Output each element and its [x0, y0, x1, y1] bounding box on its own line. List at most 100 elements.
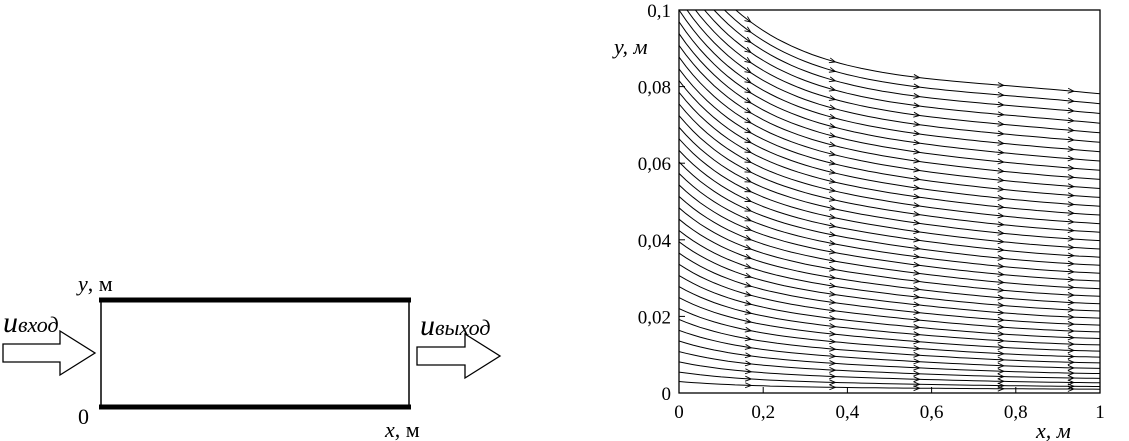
inlet-label: uвход — [3, 306, 59, 339]
streamline — [679, 45, 1100, 180]
streamline — [679, 91, 1100, 216]
streamline — [679, 184, 1100, 282]
streamline-arrow — [1067, 341, 1076, 347]
streamline — [679, 241, 1100, 319]
x-tick-label: 0,4 — [836, 402, 860, 423]
streamline — [679, 263, 1100, 333]
streamline — [679, 103, 1100, 225]
streamline — [686, 10, 1100, 143]
outlet-arrow-icon — [416, 332, 502, 380]
streamline-arrow — [744, 281, 753, 288]
streamline-arrow — [744, 67, 752, 74]
streamline-arrow — [829, 373, 837, 380]
plot-y-axis-label: y, м — [612, 34, 648, 59]
y-ticks: 0 0,02 0,04 0,06 0,08 0,1 — [638, 1, 685, 405]
streamline-arrow — [828, 123, 837, 129]
streamline — [679, 33, 1100, 171]
schematic-y-label: y, м — [76, 271, 113, 296]
inlet-arrow-icon — [2, 329, 97, 377]
streamline-arrow — [1067, 183, 1076, 190]
streamline-arrow — [913, 331, 921, 338]
outlet-label: uвыход — [420, 309, 491, 342]
streamline-arrow — [997, 330, 1005, 337]
streamline-arrow — [744, 147, 753, 154]
streamline-arrow — [744, 344, 753, 350]
streamline-arrow — [1067, 87, 1076, 94]
streamline-arrow — [997, 356, 1005, 363]
streamline-arrow — [1067, 379, 1076, 386]
streamline-arrow — [1067, 235, 1076, 242]
streamline-arrow — [744, 272, 753, 279]
streamline-arrow — [913, 175, 921, 182]
streamline-arrow — [1067, 327, 1076, 334]
streamline — [723, 10, 1100, 105]
streamline-arrow — [828, 213, 837, 220]
streamline-arrow — [913, 301, 921, 308]
streamline-arrow — [828, 159, 837, 166]
streamline — [679, 173, 1100, 274]
streamline-arrow — [997, 286, 1005, 293]
streamline-arrow — [913, 193, 921, 200]
streamline — [679, 10, 1100, 153]
streamline-arrow — [744, 291, 753, 297]
streamline-arrow — [744, 360, 753, 367]
streamline-arrow — [997, 382, 1005, 389]
streamline-arrow — [829, 360, 837, 366]
streamline-arrow — [744, 326, 753, 333]
streamline-arrow — [744, 107, 752, 114]
streamline — [679, 138, 1100, 250]
streamline-arrow — [913, 74, 921, 80]
streamline-arrow — [829, 345, 837, 352]
streamline-arrow — [997, 82, 1005, 88]
streamline-arrow — [913, 111, 921, 118]
streamline-arrow — [913, 293, 921, 300]
streamline-arrow — [744, 157, 753, 164]
streamline-arrow — [997, 344, 1005, 350]
x-tick-label: 0 — [674, 402, 684, 423]
x-ticks: 0 0,2 0,4 0,6 0,8 1 — [674, 387, 1105, 423]
streamline-arrow — [744, 300, 753, 306]
streamline — [679, 381, 1100, 390]
streamline-arrow — [828, 187, 837, 193]
streamline-arrow — [997, 167, 1005, 174]
streamline-arrow — [913, 364, 921, 371]
streamline-arrow — [913, 93, 921, 99]
streamline-arrow — [744, 46, 752, 54]
streamline-arrow — [1067, 164, 1076, 171]
streamline-arrow — [744, 318, 753, 324]
streamline-arrow — [997, 373, 1005, 380]
streamline-arrow — [997, 368, 1005, 375]
streamline-arrow — [913, 285, 921, 292]
streamline-arrow — [997, 309, 1005, 316]
streamline-arrow — [828, 274, 837, 281]
streamline-arrow — [828, 150, 837, 157]
streamline-arrow — [997, 130, 1005, 137]
streamline-arrow — [828, 113, 837, 120]
streamline-arrow — [913, 338, 921, 345]
streamline-arrow — [913, 261, 921, 268]
streamline-arrow — [744, 235, 753, 241]
streamline-arrow — [913, 184, 921, 191]
streamline-arrow — [997, 149, 1005, 156]
streamline-arrow — [997, 101, 1005, 108]
streamline-arrow — [913, 277, 921, 284]
streamline-arrow — [1067, 276, 1076, 283]
streamline-arrow — [913, 148, 921, 155]
streamline-arrow — [997, 221, 1005, 228]
streamline — [679, 196, 1100, 290]
streamline-arrow — [1067, 370, 1076, 376]
streamline-arrow — [1067, 284, 1076, 291]
streamline-arrow — [913, 157, 921, 164]
streamline-arrow — [829, 323, 837, 329]
streamline-arrow — [1067, 192, 1076, 199]
streamline — [679, 56, 1100, 189]
streamline-arrow — [1067, 299, 1076, 306]
streamlines — [679, 10, 1100, 390]
streamline-arrow — [744, 382, 753, 389]
streamline-arrow — [913, 139, 921, 146]
streamline — [679, 329, 1100, 369]
streamline-arrow — [828, 57, 837, 64]
streamline-arrow — [997, 140, 1005, 146]
streamline-arrow — [828, 85, 837, 92]
streamline-arrow — [913, 130, 921, 137]
